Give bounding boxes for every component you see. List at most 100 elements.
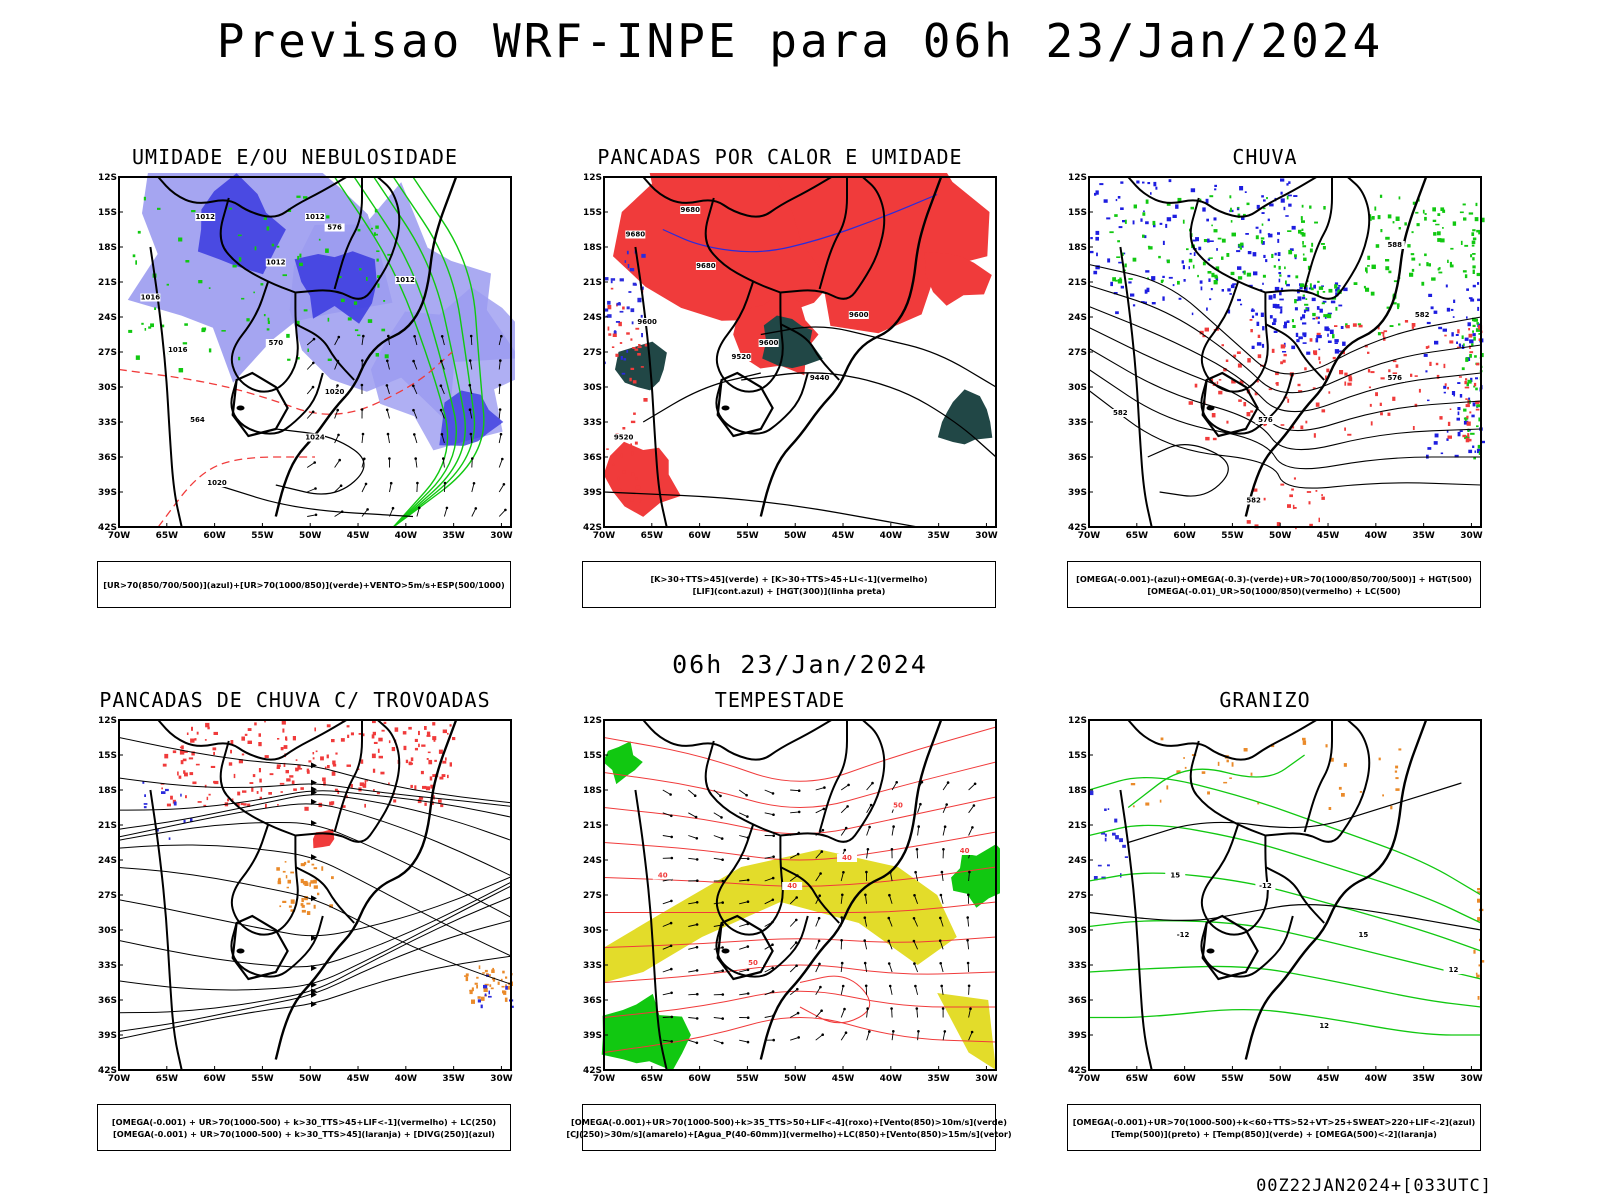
coastline: [759, 176, 943, 517]
wind-vector: [334, 459, 341, 468]
green-contour-speck: [237, 234, 242, 237]
lat-label: 33S: [583, 961, 602, 971]
streamline-arrow: [311, 779, 317, 786]
wind-vector: [864, 917, 868, 927]
wind-vector: [789, 875, 798, 882]
contour-label: -12: [1177, 931, 1190, 939]
legend-line: [OMEGA(-0.001)-(azul)+OMEGA(-0.3)-(verde…: [1076, 573, 1472, 584]
omega-blue-speck: [1162, 296, 1165, 301]
humid-red-speck: [1425, 346, 1429, 349]
contour-label: 576: [1387, 374, 1402, 382]
green-contour-speck: [241, 297, 245, 300]
omega-green-speck: [1385, 236, 1390, 240]
wind-vector: [443, 482, 446, 493]
humid-red-speck: [1368, 386, 1371, 389]
omega-blue-speck: [1458, 343, 1461, 348]
green-contour-speck: [208, 287, 211, 289]
thunder-red-speck: [297, 765, 301, 769]
omega-green-speck: [1473, 456, 1476, 460]
omega-blue-speck: [1335, 289, 1340, 292]
omega-blue-speck: [1319, 308, 1323, 313]
vector-head: [771, 966, 774, 970]
country-border: [1264, 323, 1325, 381]
country-border: [295, 176, 401, 300]
omega-green-speck: [1472, 317, 1476, 322]
humid-red-speck: [1326, 368, 1330, 373]
thunder-red-speck: [447, 732, 449, 735]
omega-green-speck: [1109, 231, 1114, 234]
omega500-speck: [1257, 802, 1260, 805]
omega-blue-speck: [1117, 196, 1121, 199]
thunder-red-speck: [414, 785, 417, 790]
vector-head: [474, 507, 478, 510]
omega-green-speck: [1438, 271, 1443, 274]
vector-head: [669, 944, 673, 948]
green-contour-speck: [182, 342, 188, 345]
thunder-red-speck: [268, 792, 272, 795]
orange-speck: [300, 863, 306, 867]
coastline: [274, 719, 458, 1060]
omega-green-speck: [1112, 277, 1116, 282]
omega-green-speck: [1121, 252, 1124, 256]
omega-blue-speck: [1181, 260, 1184, 264]
omega-green-speck: [1302, 241, 1304, 245]
omega-green-speck: [1197, 274, 1199, 278]
thunder-red-speck: [279, 782, 285, 785]
omega-green-speck: [1261, 223, 1264, 226]
orange-speck: [282, 870, 286, 873]
omega-green-speck: [1214, 276, 1218, 279]
omega-green-speck: [1321, 302, 1325, 305]
omega-green-speck: [1114, 214, 1118, 217]
divergence-speck: [480, 1004, 483, 1009]
vector-head: [695, 923, 699, 926]
contour-label-bg: [848, 311, 869, 319]
contour-label-bg: [1412, 311, 1433, 319]
lat-label: 42S: [1068, 523, 1087, 533]
vector-head: [865, 870, 868, 874]
lat-label: 30S: [98, 926, 117, 936]
thunder-red-speck: [359, 782, 364, 787]
streamline-arrow: [311, 1001, 317, 1008]
lon-label: 70W: [108, 531, 131, 541]
omega-blue-speck: [1237, 266, 1242, 270]
red-speck: [622, 470, 626, 474]
wind-vector: [840, 1008, 845, 1018]
lat-label: 24S: [98, 856, 117, 866]
omega-blue-speck: [1182, 265, 1185, 270]
omega-blue-speck: [1237, 298, 1241, 302]
green-contour-speck: [286, 333, 290, 338]
vector-head: [887, 916, 891, 920]
orange-speck: [290, 899, 295, 904]
thunder-red-speck: [408, 761, 412, 766]
thunder-red-speck: [191, 751, 195, 756]
thunder-red-speck: [247, 728, 252, 731]
wind-vector: [764, 789, 774, 794]
red-speck: [610, 287, 614, 290]
lon-label: 30W: [490, 531, 513, 541]
red-speck: [620, 453, 623, 458]
wind-vector: [738, 789, 747, 796]
thunder-red-speck: [394, 727, 399, 732]
omega-green-speck: [1460, 240, 1463, 245]
thunder-red-speck: [204, 784, 207, 788]
omega-blue-speck: [1280, 191, 1283, 195]
vector-head: [863, 916, 867, 919]
legend-box: [OMEGA(-0.001) + UR>70(1000-500) + k>30_…: [97, 1104, 511, 1151]
thunder-red-speck: [372, 768, 376, 773]
panel-title: GRANIZO: [1219, 688, 1311, 712]
legend-line: [CJ(250)>30m/s](amarelo)+[Agua_P(40-60mm…: [566, 1128, 1012, 1139]
orange-speck: [304, 882, 309, 886]
country-border: [1200, 281, 1269, 393]
orange-speck: [307, 860, 310, 863]
wind-vector: [891, 826, 895, 836]
omega-green-speck: [1437, 268, 1440, 271]
omega500-speck: [1201, 771, 1206, 774]
omega-blue-speck: [1261, 343, 1265, 348]
omega-blue-speck: [1144, 289, 1148, 294]
thunder-red-speck: [426, 758, 429, 760]
humid-red-speck: [1321, 494, 1323, 496]
country-border: [780, 719, 886, 843]
green-contour-speck: [221, 330, 226, 332]
red-speck: [630, 497, 634, 502]
omega-blue-speck: [1450, 308, 1454, 311]
